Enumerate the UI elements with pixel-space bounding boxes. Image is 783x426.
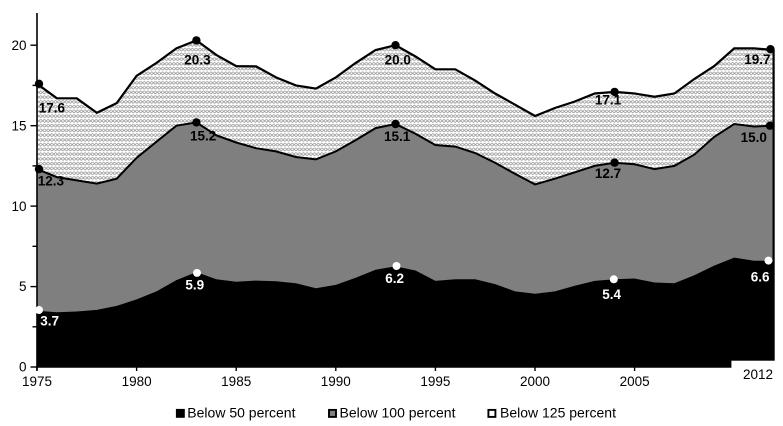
svg-text:12.7: 12.7: [595, 166, 621, 181]
svg-text:10: 10: [11, 199, 26, 214]
svg-text:5: 5: [19, 279, 27, 294]
svg-text:17.6: 17.6: [39, 101, 66, 116]
svg-text:5.9: 5.9: [185, 277, 204, 292]
svg-text:5.4: 5.4: [602, 287, 621, 302]
svg-text:15.1: 15.1: [384, 129, 411, 144]
svg-text:6.6: 6.6: [751, 269, 770, 284]
svg-text:15.0: 15.0: [741, 130, 767, 145]
svg-text:12.3: 12.3: [38, 174, 65, 189]
svg-text:20: 20: [11, 38, 26, 53]
svg-text:6.2: 6.2: [385, 271, 404, 286]
svg-text:0: 0: [19, 360, 27, 375]
svg-text:2005: 2005: [620, 374, 650, 389]
svg-text:Below 100 percent: Below 100 percent: [340, 405, 456, 421]
svg-text:15.2: 15.2: [190, 128, 216, 143]
svg-text:Below 50 percent: Below 50 percent: [187, 405, 295, 421]
svg-text:17.1: 17.1: [595, 93, 622, 108]
svg-text:1985: 1985: [221, 374, 251, 389]
svg-text:1995: 1995: [420, 374, 450, 389]
svg-text:20.0: 20.0: [385, 53, 411, 68]
svg-text:15: 15: [11, 118, 26, 133]
svg-text:19.7: 19.7: [744, 52, 770, 67]
svg-text:3.7: 3.7: [40, 313, 59, 328]
svg-text:2000: 2000: [520, 374, 550, 389]
svg-text:1990: 1990: [321, 374, 351, 389]
svg-text:2012: 2012: [743, 367, 773, 382]
svg-text:20.3: 20.3: [184, 53, 211, 68]
svg-text:Below 125 percent: Below 125 percent: [500, 405, 616, 421]
svg-text:1975: 1975: [22, 374, 52, 389]
svg-text:1980: 1980: [122, 374, 152, 389]
